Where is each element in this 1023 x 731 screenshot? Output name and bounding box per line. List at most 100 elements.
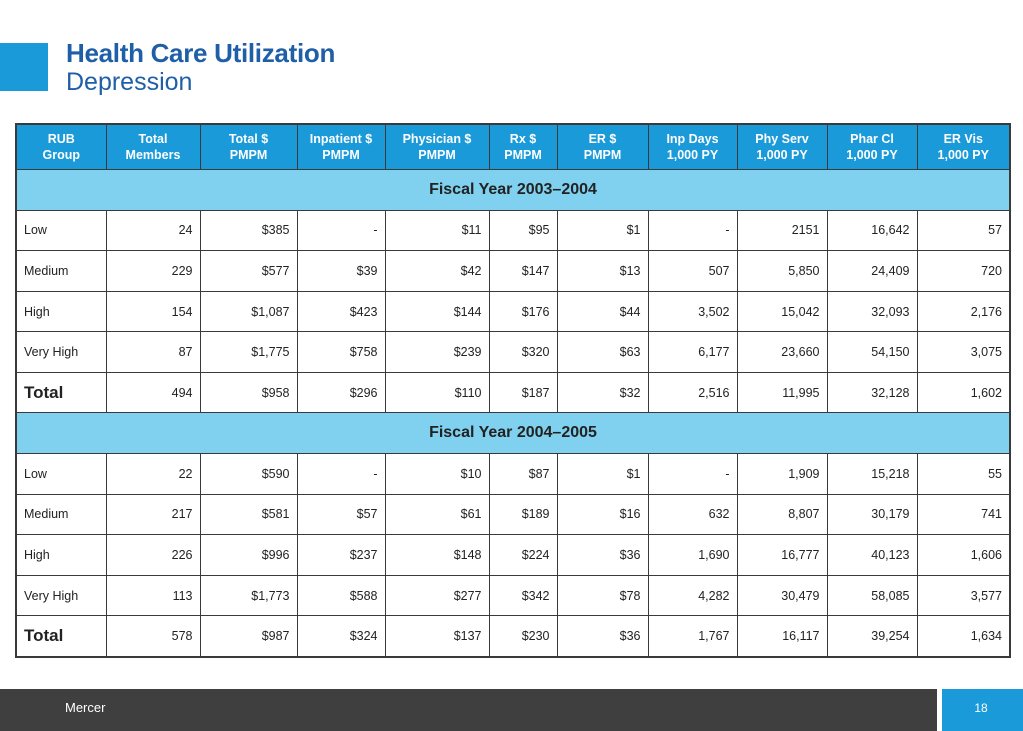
table-cell: 226 (105, 534, 201, 576)
column-header: ER $ PMPM (556, 123, 649, 170)
table-cell: $144 (384, 290, 490, 333)
slide-subtitle: Depression (66, 68, 193, 96)
table-cell: 24,409 (826, 250, 918, 292)
table-row: High 154 $1,087 $423 $144 $176 $44 3,502 15,042 3… (15, 290, 1011, 333)
table-cell: $42 (384, 250, 490, 292)
table-cell: 39,254 (826, 615, 918, 658)
table-cell: 15,042 (736, 290, 828, 333)
total-row: Total 494 $958 $296 $110 $187 $32 2,516 11,995 32… (15, 371, 1011, 414)
column-header-line: PMPM (229, 148, 268, 162)
table-body: Fiscal Year 2003–2004 Low 24 $385- $11 $95 $1-… (15, 169, 1011, 658)
column-header-line: Group (42, 148, 81, 162)
table-cell: $13 (556, 250, 649, 292)
table-cell: $385 (199, 209, 298, 252)
table-cell: 1,909 (736, 453, 828, 495)
column-header-line: PMPM (504, 148, 542, 162)
table-cell: 58,085 (826, 574, 918, 617)
table-row: Medium 217 $581 $57 $61 $189 $16 632 8,807 30,179… (15, 493, 1011, 536)
table-cell: $1,775 (199, 331, 298, 373)
column-header-line: Physician $ (402, 132, 472, 146)
header-row: RUB Group Total Members Total $ PMPM Inpatient… (15, 123, 1011, 170)
row-label: Total (15, 615, 107, 658)
table-cell: 3,577 (916, 574, 1011, 617)
footer-company: Mercer (65, 700, 106, 715)
table-cell: 8,807 (736, 493, 828, 536)
utilization-table: RUB Group Total Members Total $ PMPM Inpatient… (15, 123, 1011, 658)
table-cell: $10 (384, 453, 490, 495)
page-number: 18 (974, 701, 988, 715)
table-cell: $581 (199, 493, 298, 536)
table-cell: $36 (556, 615, 649, 658)
table-cell: $577 (199, 250, 298, 292)
row-label: High (15, 290, 107, 333)
table-cell: $57 (296, 493, 386, 536)
table-cell: $1,087 (199, 290, 298, 333)
table-cell: $1,773 (199, 574, 298, 617)
row-label: Low (15, 453, 107, 495)
table-cell: 229 (105, 250, 201, 292)
table-cell: $590 (199, 453, 298, 495)
fiscal-year-label: Fiscal Year 2004–2005 (15, 412, 1011, 455)
table-cell: $758 (296, 331, 386, 373)
column-header-line: Phy Serv (755, 132, 809, 146)
table-cell: - (647, 453, 738, 495)
table-cell: $63 (556, 331, 649, 373)
table-cell: 32,128 (826, 371, 918, 414)
column-header: Phy Serv 1,000 PY (736, 123, 828, 170)
table-cell: 24 (105, 209, 201, 252)
column-header: Physician $ PMPM (384, 123, 490, 170)
table-cell: $239 (384, 331, 490, 373)
fiscal-year-label: Fiscal Year 2003–2004 (15, 169, 1011, 211)
column-header: Rx $ PMPM (488, 123, 558, 170)
table-cell: 22 (105, 453, 201, 495)
table-cell: - (296, 453, 386, 495)
column-header-line: RUB (47, 132, 75, 146)
table-cell: $110 (384, 371, 490, 414)
column-header: RUB Group (15, 123, 107, 170)
column-header: Phar Cl 1,000 PY (826, 123, 918, 170)
table-row: Very High 113 $1,773 $588 $277 $342 $78 4,282 30… (15, 574, 1011, 617)
table-cell: 1,602 (916, 371, 1011, 414)
table-cell: $44 (556, 290, 649, 333)
table-cell: 23,660 (736, 331, 828, 373)
table-cell: 40,123 (826, 534, 918, 576)
fiscal-year-row: Fiscal Year 2004–2005 (15, 412, 1011, 455)
fiscal-year-row: Fiscal Year 2003–2004 (15, 169, 1011, 211)
table-cell: 55 (916, 453, 1011, 495)
table-cell: 4,282 (647, 574, 738, 617)
table-row: Low 24 $385- $11 $95 $1-2151 16,642 57 (15, 209, 1011, 252)
table-row: Medium 229 $577 $39 $42 $147 $13 507 5,850 24,409… (15, 250, 1011, 292)
column-header-line: 1,000 PY (666, 148, 719, 162)
table-cell: $87 (488, 453, 558, 495)
column-header: Total $ PMPM (199, 123, 298, 170)
column-header-line: Rx $ (509, 132, 537, 146)
table-cell: $147 (488, 250, 558, 292)
table-cell: - (296, 209, 386, 252)
table-cell: $1 (556, 209, 649, 252)
table-cell: 87 (105, 331, 201, 373)
table-cell: 16,777 (736, 534, 828, 576)
table-cell: $958 (199, 371, 298, 414)
table-cell: $1 (556, 453, 649, 495)
row-label: Very High (15, 574, 107, 617)
table-cell: 57 (916, 209, 1011, 252)
table-row: Low 22 $590- $10 $87 $1-1,909 15,218 55 (15, 453, 1011, 495)
table-cell: $987 (199, 615, 298, 658)
table-cell: 30,179 (826, 493, 918, 536)
table-cell: 30,479 (736, 574, 828, 617)
table-cell: 32,093 (826, 290, 918, 333)
column-header-line: PMPM (583, 148, 622, 162)
table-cell: 741 (916, 493, 1011, 536)
table-cell: 54,150 (826, 331, 918, 373)
table-cell: 113 (105, 574, 201, 617)
table-cell: $11 (384, 209, 490, 252)
table-cell: $189 (488, 493, 558, 536)
table-cell: 5,850 (736, 250, 828, 292)
column-header-line: Total $ (228, 132, 269, 146)
column-header-line: 1,000 PY (756, 148, 808, 162)
column-header-line: Total (138, 132, 168, 146)
row-label: Total (15, 371, 107, 414)
table-cell: $78 (556, 574, 649, 617)
table-cell: 2,516 (647, 371, 738, 414)
table-cell: $996 (199, 534, 298, 576)
